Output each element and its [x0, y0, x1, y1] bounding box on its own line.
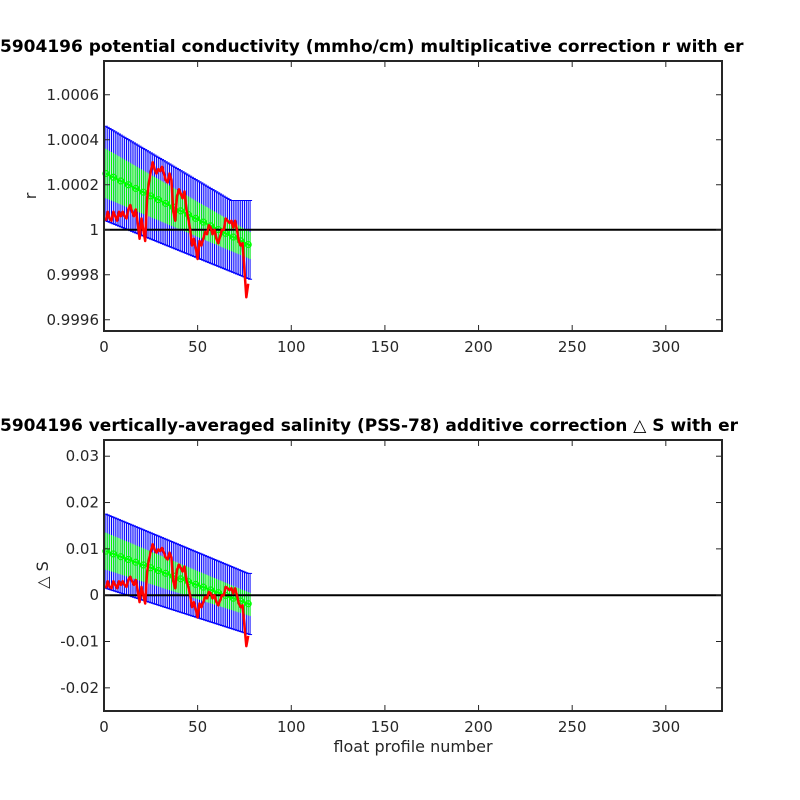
y-axis-label: r	[21, 192, 40, 199]
fit-point	[117, 177, 125, 185]
conductivity-correction-chart: 5904196 potential conductivity (mmho/cm)…	[0, 37, 744, 356]
x-tick-label: 100	[277, 338, 306, 356]
axes-frame	[103, 60, 723, 332]
x-tick-label: 200	[464, 338, 493, 356]
axis-ticks: 0 50 100 150 200 250 300 -0.02 -0.01 0 0.01 0.02 0.0…	[60, 440, 722, 736]
fit-point	[124, 555, 132, 564]
y-tick-label: 1	[89, 221, 99, 239]
y-tick-label: -0.01	[60, 633, 99, 651]
x-tick-label: 0	[99, 338, 109, 356]
y-axis-label: △ S	[33, 561, 52, 589]
fit-point	[154, 196, 162, 204]
y-tick-label: 0.9996	[47, 311, 100, 329]
y-tick-label: 0.9998	[47, 266, 100, 284]
fit-point	[109, 550, 117, 558]
axes-frame	[103, 439, 723, 712]
fit-point	[199, 218, 207, 226]
x-tick-label: 0	[99, 718, 109, 736]
x-tick-label: 150	[371, 718, 400, 736]
fit-point	[109, 173, 117, 181]
fit-point	[139, 561, 147, 569]
x-tick-label: 200	[464, 718, 493, 736]
salinity-correction-chart: 5904196 vertically-averaged salinity (PS…	[0, 416, 739, 756]
fit-point	[132, 558, 140, 566]
y-tick-label: 0.01	[66, 540, 99, 558]
x-tick-label: 250	[558, 718, 587, 736]
correction-series-line	[104, 161, 250, 299]
fit-point	[162, 199, 170, 208]
chart-title: 5904196 vertically-averaged salinity (PS…	[0, 416, 739, 436]
fit-point	[154, 566, 162, 575]
fit-point	[124, 181, 132, 189]
fit-point	[192, 214, 200, 222]
fit-point	[244, 600, 252, 608]
fit-point	[162, 569, 170, 577]
y-tick-label: 1.0002	[47, 176, 100, 194]
fit-point	[199, 583, 207, 591]
fit-point	[229, 233, 237, 241]
y-tick-label: 0.02	[66, 494, 99, 512]
axis-ticks: 0 50 100 150 200 250 300 0.9996 0.9998 1 1.0002 1.0…	[47, 61, 722, 356]
fit-point	[139, 188, 147, 196]
x-tick-label: 150	[371, 338, 400, 356]
x-axis-label: float profile number	[333, 737, 493, 756]
fit-point	[102, 547, 110, 555]
y-tick-label: 0	[89, 586, 99, 604]
x-tick-label: 50	[188, 338, 207, 356]
y-tick-label: 1.0004	[47, 131, 100, 149]
fit-point	[192, 580, 200, 588]
y-tick-label: 0.03	[66, 447, 99, 465]
plot-area	[102, 125, 722, 299]
x-tick-label: 100	[277, 718, 306, 736]
fit-point	[244, 240, 252, 249]
chart-title: 5904196 potential conductivity (mmho/cm)…	[0, 37, 744, 57]
y-tick-label: -0.02	[60, 679, 99, 697]
plot-area	[102, 513, 722, 648]
fit-point	[132, 184, 140, 193]
x-tick-label: 300	[651, 338, 680, 356]
fit-point	[177, 207, 185, 215]
fit-point	[117, 553, 125, 561]
y-tick-label: 1.0006	[47, 86, 100, 104]
fit-point	[177, 575, 185, 583]
correction-series-line	[104, 542, 250, 648]
fit-point	[102, 169, 110, 178]
x-tick-label: 250	[558, 338, 587, 356]
x-tick-label: 300	[651, 718, 680, 736]
x-tick-label: 50	[188, 718, 207, 736]
